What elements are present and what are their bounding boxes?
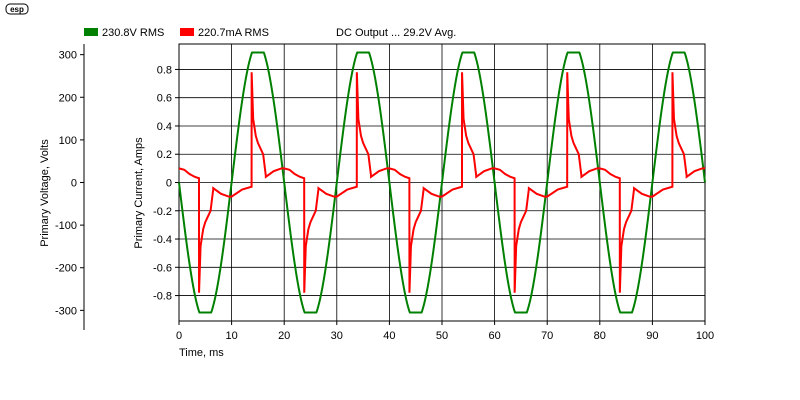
voltage-tick-label: 200 xyxy=(59,92,77,104)
voltage-series-line xyxy=(178,51,706,314)
legend-label-current: 220.7mA RMS xyxy=(198,27,269,39)
voltage-tick-label: 300 xyxy=(59,50,77,62)
voltage-axis-ticks: 300 200 100 0 -100 -200 -300 xyxy=(55,50,84,317)
x-tick-label: 30 xyxy=(331,330,343,342)
current-axis: 0.8 0.6 0.4 0.2 0 -0.2 -0.4 -0.6 -0.8 Primary Cu… xyxy=(133,64,179,303)
legend: 230.8V RMS 220.7mA RMS DC Output ... 29.… xyxy=(84,27,456,39)
voltage-axis: 300 200 100 0 -100 -200 -300 Primary Voltage, … xyxy=(39,44,85,330)
current-series-line xyxy=(178,72,705,293)
plot-area xyxy=(178,43,706,322)
x-tick-label: 80 xyxy=(594,330,606,342)
x-axis: 0 10 20 30 40 50 60 70 80 90 100 Time, ms xyxy=(176,321,714,359)
x-tick-label: 90 xyxy=(646,330,658,342)
x-tick-label: 60 xyxy=(488,330,500,342)
legend-swatch-current xyxy=(180,28,194,36)
x-tick-label: 10 xyxy=(225,330,237,342)
voltage-tick-label: 100 xyxy=(59,135,77,147)
x-tick-label: 50 xyxy=(436,330,448,342)
x-tick-label: 20 xyxy=(278,330,290,342)
logo-box xyxy=(5,3,29,15)
legend-label-voltage: 230.8V RMS xyxy=(102,27,164,39)
voltage-tick-label: -300 xyxy=(55,305,77,317)
x-axis-ticks: 0 10 20 30 40 50 60 70 80 90 100 xyxy=(176,321,714,342)
x-axis-title: Time, ms xyxy=(179,347,224,359)
current-axis-title: Primary Current, Amps xyxy=(133,137,145,249)
voltage-tick-label: 0 xyxy=(71,178,77,190)
dc-output-annotation: DC Output ... 29.2V Avg. xyxy=(336,27,456,39)
voltage-tick-label: -200 xyxy=(55,263,77,275)
legend-swatch-voltage xyxy=(84,28,98,36)
current-tick-label: -0.4 xyxy=(153,234,172,246)
current-tick-label: 0 xyxy=(166,178,172,190)
voltage-axis-title: Primary Voltage, Volts xyxy=(39,139,51,247)
x-tick-label: 0 xyxy=(176,330,182,342)
current-tick-label: 0.4 xyxy=(157,121,172,133)
x-tick-label: 70 xyxy=(541,330,553,342)
current-tick-label: 0.2 xyxy=(157,149,172,161)
logo: esp xyxy=(5,3,29,15)
current-tick-label: -0.8 xyxy=(153,291,172,303)
current-tick-label: -0.6 xyxy=(153,262,172,274)
x-tick-label: 100 xyxy=(696,330,714,342)
voltage-tick-label: -100 xyxy=(55,220,77,232)
current-axis-ticks: 0.8 0.6 0.4 0.2 0 -0.2 -0.4 -0.6 -0.8 xyxy=(153,64,179,303)
x-tick-label: 40 xyxy=(383,330,395,342)
current-tick-label: -0.2 xyxy=(153,206,172,218)
logo-text: esp xyxy=(10,5,24,14)
current-tick-label: 0.8 xyxy=(157,64,172,76)
current-tick-label: 0.6 xyxy=(157,93,172,105)
